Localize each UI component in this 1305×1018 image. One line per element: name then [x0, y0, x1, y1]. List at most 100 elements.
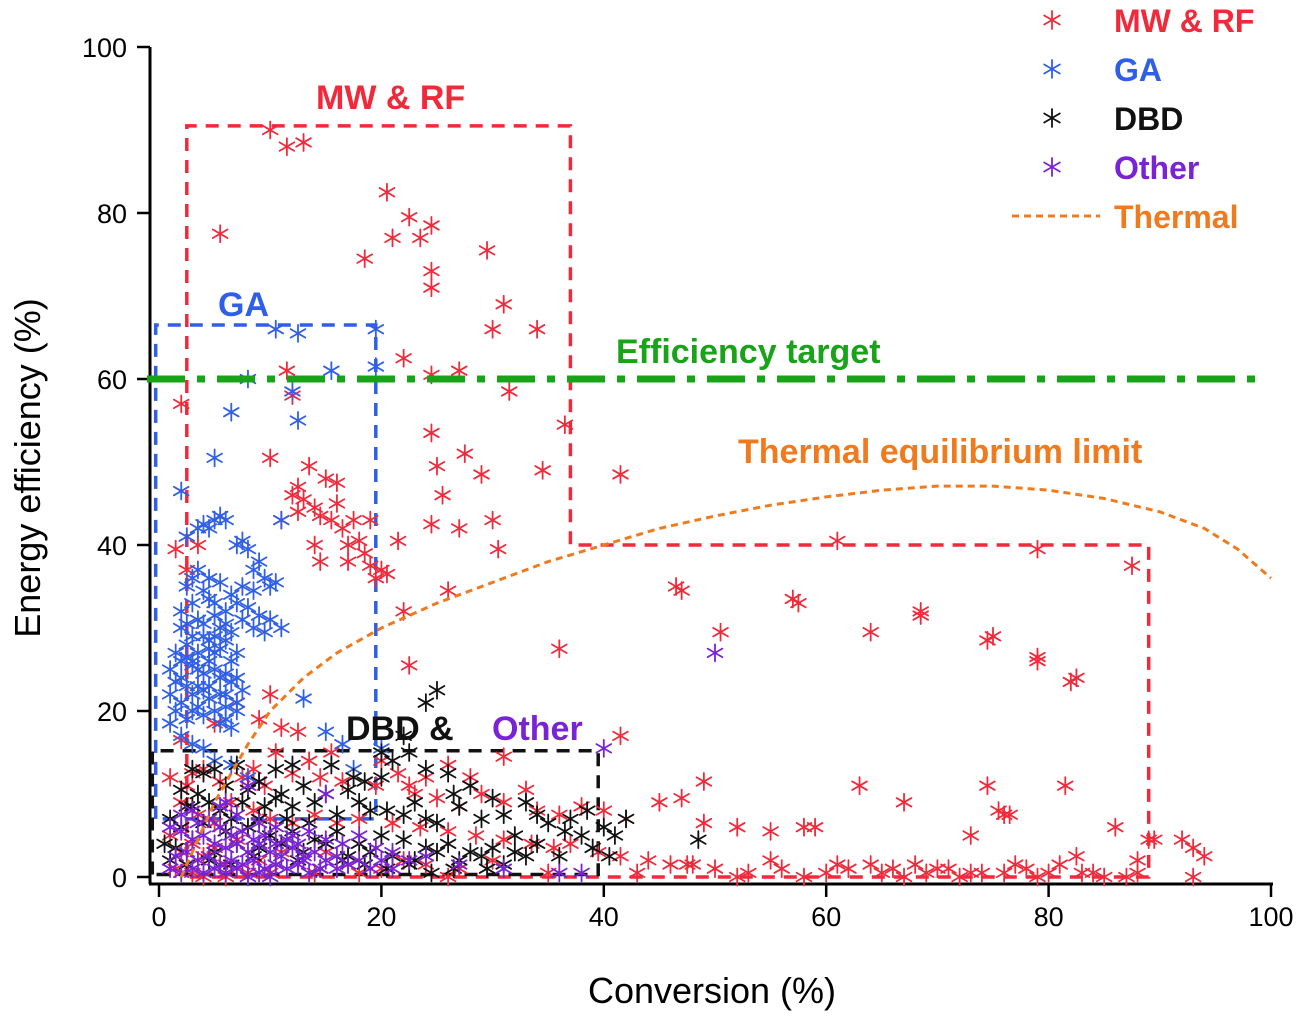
dbd-point [406, 792, 424, 812]
x-tick-label: 20 [366, 902, 396, 932]
mw-rf-point [984, 626, 1002, 646]
other-point [278, 859, 296, 879]
mw-rf-point [267, 743, 285, 762]
mw-rf-point [1084, 863, 1102, 883]
mw-rf-point [306, 535, 323, 555]
mw-rf-point [1018, 859, 1035, 879]
mw-rf-point [456, 444, 474, 464]
mw-rf-region [185, 124, 1151, 879]
mw-rf-point [289, 722, 307, 742]
mw-rf-point [612, 465, 629, 484]
mw-rf-point [1145, 830, 1163, 850]
dbd-point [506, 826, 524, 845]
dbd-point [395, 726, 412, 746]
x-axis-title: Conversion (%) [588, 970, 836, 1011]
dbd-point [439, 763, 457, 783]
mw-rf-point [695, 772, 713, 791]
mw-rf-point [400, 207, 418, 227]
ga-point [323, 361, 340, 381]
mw-rf-point [829, 531, 846, 551]
mw-rf-point [728, 817, 746, 837]
ga-point [367, 357, 385, 376]
dbd-point [373, 743, 390, 762]
ga-point [250, 552, 268, 571]
dbd-point [462, 842, 479, 862]
mw-rf-point [612, 726, 629, 746]
mw-rf-point [362, 510, 379, 530]
ga-point [195, 738, 212, 758]
ga-point [178, 676, 196, 696]
thermal-limit-label: Thermal equilibrium limit [738, 433, 1142, 471]
legend-marker-dbd [1043, 108, 1061, 128]
ga-point [273, 510, 290, 530]
mw-rf-point [562, 834, 579, 854]
mw-rf-point [706, 859, 724, 879]
mw-rf-point [311, 552, 329, 571]
dbd-point [484, 788, 501, 808]
ga-point [200, 589, 218, 609]
mw-rf-point [673, 581, 690, 601]
dbd-point [250, 772, 268, 791]
legend-label-thermal: Thermal [1114, 199, 1238, 235]
other-point [373, 851, 390, 870]
ga-point [200, 568, 218, 588]
mw-rf-point [962, 826, 980, 845]
other-point [306, 842, 323, 862]
other-point [300, 863, 318, 883]
mw-rf-point [311, 768, 329, 787]
ga-point [172, 651, 190, 671]
mw-rf-point [467, 826, 485, 845]
other-point [217, 863, 234, 883]
dbd-point [606, 826, 624, 845]
ga-point [245, 618, 262, 638]
dbd-point [551, 846, 568, 866]
mw-rf-point [595, 801, 613, 820]
mw-rf-point [289, 477, 307, 497]
mw-rf-point [389, 531, 407, 551]
other-point [172, 863, 190, 883]
ga-point [184, 734, 201, 754]
other-point [450, 855, 468, 874]
dbd-point [362, 801, 379, 820]
ga-point [211, 685, 229, 704]
dbd-point [206, 759, 223, 779]
legend: MW & RF GA DBD Other Thermal [1012, 3, 1254, 235]
mw-rf-point [428, 456, 446, 476]
ga-point [239, 597, 257, 617]
dbd-point [400, 743, 418, 762]
mw-rf-point [795, 867, 813, 887]
ga-point [161, 685, 179, 704]
mw-rf-point [295, 133, 312, 152]
mw-rf-point [167, 539, 184, 559]
mw-rf-point [495, 830, 512, 850]
other-point [706, 643, 724, 663]
mw-rf-point [334, 519, 351, 538]
dbd-point [617, 809, 635, 829]
other-point [400, 851, 418, 870]
ga-point [234, 680, 251, 700]
mw-rf-point [612, 846, 629, 866]
mw-rf-point [450, 519, 468, 538]
ga-point [211, 572, 229, 592]
legend-marker-ga [1043, 59, 1061, 79]
legend-marker-mw-rf [1043, 10, 1061, 30]
other-point [384, 859, 401, 879]
mw-rf-point [300, 751, 318, 771]
mw-rf-region-label: MW & RF [316, 79, 465, 117]
mw-rf-point [640, 851, 657, 870]
dbd-point [384, 751, 401, 771]
mw-rf-point [211, 224, 229, 244]
ga-point [172, 693, 190, 713]
y-tick-label: 100 [82, 33, 127, 63]
dbd-point [578, 801, 596, 820]
other-point [350, 851, 368, 870]
dbd-point [350, 792, 368, 812]
ga-point [367, 319, 385, 339]
dbd-point [601, 846, 618, 866]
dbd-point [506, 842, 524, 862]
mw-rf-point [400, 655, 418, 675]
mw-rf-point [423, 423, 440, 443]
dbd-point [284, 797, 301, 816]
mw-rf-point [995, 863, 1013, 883]
ga-point [284, 382, 301, 401]
